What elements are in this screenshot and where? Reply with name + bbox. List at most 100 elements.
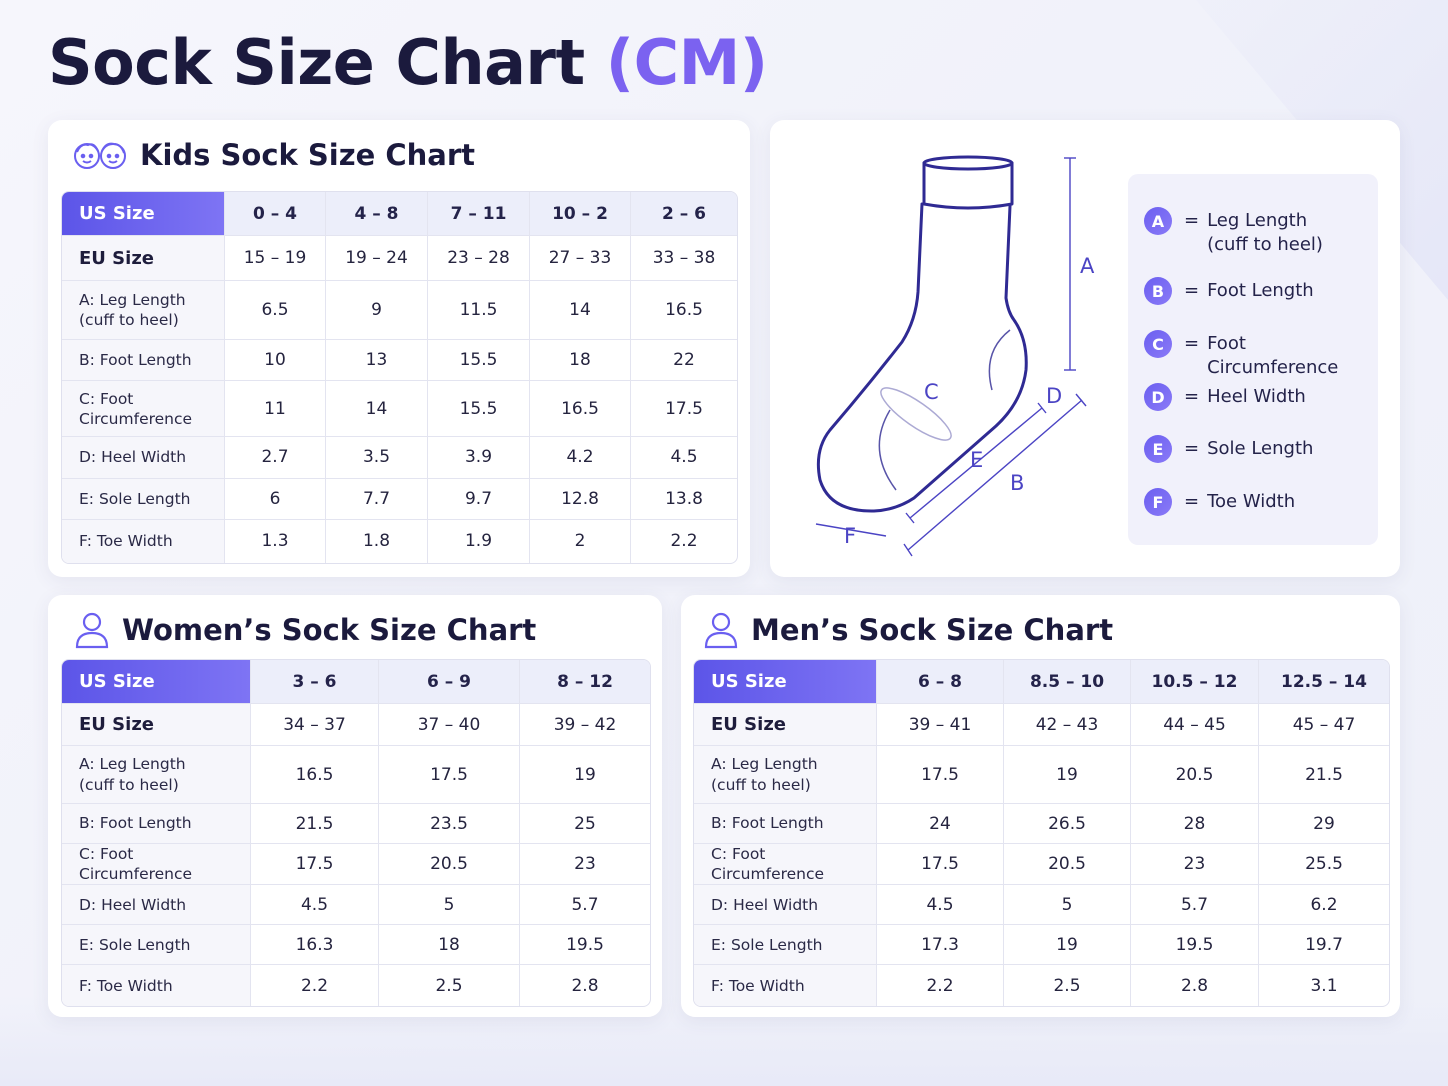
measurement-row: F: Toe Width 2.2 2.5 2.8	[62, 965, 650, 1007]
table-cell: 20.5	[1131, 746, 1259, 804]
table-cell: 12.8	[530, 478, 631, 520]
table-cell: 42 – 43	[1004, 704, 1131, 746]
table-cell: 4.5	[631, 437, 737, 479]
table-cell: 1.3	[225, 519, 326, 563]
marker-a: A	[1080, 254, 1095, 278]
badge-e: E	[1144, 435, 1172, 463]
marker-d: D	[1046, 384, 1062, 408]
table-cell: 13.8	[631, 479, 737, 520]
badge-c: C	[1144, 330, 1172, 358]
table-cell: 11	[225, 381, 326, 438]
table-cell: 15 – 19	[225, 236, 326, 282]
measurement-row: F: Toe Width 1.3 1.8 1.9 2 2.2	[62, 519, 737, 563]
measurement-row: B: Foot Length 10 13 15.5 18 22	[62, 339, 737, 381]
table-cell: 8.5 – 10	[1004, 660, 1131, 704]
table-cell: 23	[1131, 844, 1259, 886]
row-label: US Size	[62, 660, 251, 704]
table-cell: 11.5	[428, 281, 530, 340]
eu-size-row: EU Size 34 – 37 37 – 40 39 – 42	[62, 704, 650, 746]
men-size-table: US Size 6 – 8 8.5 – 10 10.5 – 12 12.5 – 14 EU…	[693, 659, 1390, 1008]
table-cell: 26.5	[1004, 804, 1131, 844]
table-cell: 19	[1004, 746, 1131, 804]
measurement-row: D: Heel Width 4.5 5 5.7 6.2	[694, 885, 1389, 926]
table-cell: 16.5	[530, 381, 631, 438]
table-cell: 14	[530, 281, 631, 340]
page-title: Sock Size Chart (CM)	[48, 26, 768, 99]
table-cell: 20.5	[1004, 844, 1131, 886]
table-cell: 2	[530, 519, 631, 563]
badge-b: B	[1144, 277, 1172, 305]
table-cell: 22	[631, 340, 737, 381]
table-cell: 9	[326, 281, 428, 340]
row-label: A: Leg Length (cuff to heel)	[62, 746, 251, 804]
legend-text: Toe Width	[1207, 491, 1296, 512]
table-cell: 5.7	[1131, 885, 1259, 926]
person-icon	[75, 612, 109, 649]
marker-e: E	[970, 448, 983, 472]
table-cell: 19.5	[1131, 925, 1259, 966]
table-cell: 19.5	[520, 925, 650, 966]
table-cell: 9.7	[428, 478, 530, 520]
table-cell: 7 – 11	[428, 192, 530, 237]
badge-d: D	[1144, 383, 1172, 411]
table-cell: 1.9	[428, 519, 530, 563]
legend-text: Heel Width	[1207, 386, 1306, 407]
row-label: EU Size	[694, 704, 877, 746]
table-cell: 19 – 24	[326, 236, 428, 282]
table-cell: 17.3	[877, 925, 1004, 966]
measurement-row: E: Sole Length 16.3 18 19.5	[62, 925, 650, 966]
women-card-header: Women’s Sock Size Chart	[74, 611, 536, 649]
table-cell: 18	[530, 339, 631, 381]
table-cell: 21.5	[251, 804, 379, 844]
table-cell: 34 – 37	[251, 704, 379, 746]
table-cell: 10	[225, 339, 326, 381]
row-label: A: Leg Length (cuff to heel)	[62, 281, 225, 340]
measurement-row: A: Leg Length (cuff to heel) 16.5 17.5 19	[62, 746, 650, 804]
table-cell: 19.7	[1259, 925, 1389, 966]
measurement-row: E: Sole Length 6 7.7 9.7 12.8 13.8	[62, 478, 737, 520]
badge-a: A	[1144, 207, 1172, 235]
table-cell: 19	[1004, 925, 1131, 966]
legend-item-e: E = Sole Length	[1144, 435, 1313, 463]
table-cell: 3.1	[1310, 975, 1338, 996]
table-cell: 4.5	[877, 885, 1004, 926]
page-title-unit: (CM)	[605, 26, 768, 99]
table-cell: 2.2	[877, 965, 1004, 1007]
marker-b: B	[1010, 471, 1024, 495]
legend-text: Leg Length (cuff to heel)	[1207, 210, 1323, 255]
table-cell: 2 – 6	[631, 192, 737, 237]
table-cell: 24	[877, 804, 1004, 844]
table-cell: 23 – 28	[428, 236, 530, 282]
dimension-legend: A = Leg Length (cuff to heel) B = Foot Le…	[1128, 174, 1378, 545]
measurement-row: B: Foot Length 21.5 23.5 25	[62, 804, 650, 844]
table-cell: 6.2	[1259, 885, 1389, 926]
foot-circumference-ring	[880, 387, 952, 441]
toe-seam	[878, 409, 897, 491]
measurement-row: B: Foot Length 24 26.5 28 29	[694, 804, 1389, 844]
sock-cuff-top	[922, 155, 1014, 171]
sole-length-line	[909, 407, 1043, 519]
table-cell: 5.7	[520, 885, 650, 926]
table-cell: 39 – 42	[520, 704, 650, 746]
table-cell: 17.5	[631, 381, 737, 438]
toe-width-line	[815, 523, 887, 537]
sock-diagram: A B C D E F	[815, 155, 1095, 557]
kids-faces-icon	[74, 142, 126, 169]
table-cell: 2.5	[1004, 965, 1131, 1007]
heel-seam	[988, 329, 1011, 391]
table-cell: 13	[326, 339, 428, 381]
table-cell: 2.5	[379, 965, 520, 1007]
table-cell: 2.8	[1131, 965, 1259, 1007]
sock-diagram-card: A B C D E F A = Leg Length (cuff to heel)…	[770, 120, 1400, 577]
table-cell: 45 – 47	[1259, 704, 1389, 746]
legend-item-d: D = Heel Width	[1144, 383, 1306, 411]
measurement-row: C: Foot Circumference 17.5 20.5 23 25.5	[694, 844, 1389, 886]
marker-f: F	[844, 524, 856, 548]
table-cell: 14	[326, 381, 428, 438]
table-cell: 5	[379, 885, 520, 926]
